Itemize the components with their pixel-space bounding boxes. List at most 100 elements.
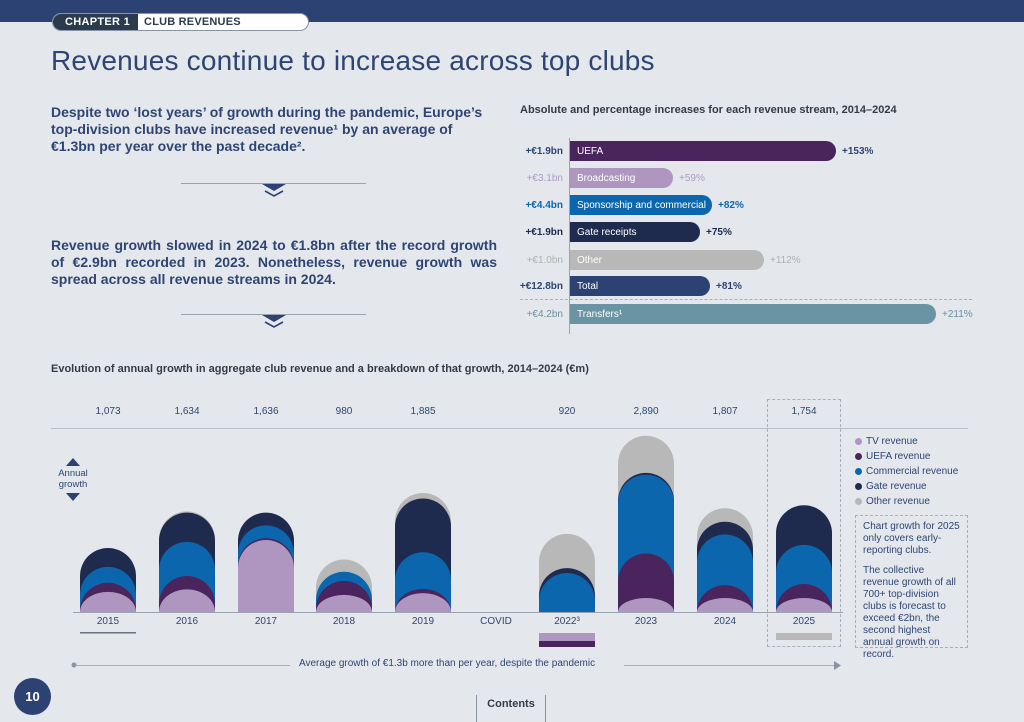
- legend-dot-icon: [855, 483, 862, 490]
- lead-paragraph-2: Revenue growth slowed in 2024 to €1.8bn …: [51, 237, 497, 287]
- year-label: 2023: [634, 616, 658, 627]
- contents-link[interactable]: Contents: [476, 695, 546, 722]
- lead-paragraph-1: Despite two ‘lost years’ of growth durin…: [51, 104, 483, 154]
- hbar-row: +€1.0bn Other +112%: [505, 249, 801, 271]
- hbar-pct-label: +211%: [942, 308, 973, 320]
- note-text-2: The collective revenue growth of all 700…: [863, 565, 956, 660]
- hbar-bar: Other: [570, 250, 764, 270]
- legend-label: TV revenue: [866, 436, 918, 447]
- hbar-absolute-label: +€1.9bn: [525, 226, 563, 238]
- hbar-bar: Total: [570, 276, 710, 296]
- legend-item: UEFA revenue: [855, 449, 958, 464]
- legend-label: Commercial revenue: [866, 466, 959, 477]
- hbar-row: +€12.8bn Total +81%: [505, 275, 742, 297]
- chart-baseline: [73, 612, 843, 613]
- year-label: 2016: [175, 616, 199, 627]
- bar-segment-tv: [80, 591, 136, 612]
- forecast-2025-box: [767, 399, 841, 647]
- negative-segment-tv: [539, 633, 595, 641]
- hbar-pct-label: +82%: [718, 199, 744, 211]
- hbar-row: +€3.1bn Broadcasting +59%: [505, 167, 705, 189]
- total-label: 1,073: [95, 406, 121, 417]
- dashed-separator: [520, 299, 972, 300]
- year-label: 2019: [411, 616, 435, 627]
- total-label: 1,807: [712, 406, 738, 417]
- line-start-dot-icon: [71, 662, 77, 668]
- hbar-absolute-label: +€12.8bn: [519, 280, 563, 292]
- chevron-down-icon: [262, 315, 286, 328]
- note-text-1: Chart growth for 2025 only covers early-…: [863, 521, 960, 556]
- chevron-down-icon: [262, 184, 286, 197]
- year-label: 2018: [332, 616, 356, 627]
- legend-dot-icon: [855, 438, 862, 445]
- hbar-bar: Sponsorship and commercial: [570, 195, 712, 215]
- hbar-row: +€4.2bn Transfers¹ +211%: [505, 303, 973, 325]
- chapter-tab[interactable]: CHAPTER 1 CLUB REVENUES: [52, 13, 309, 31]
- legend-item: Other revenue: [855, 494, 958, 509]
- hbar-pct-label: +153%: [842, 145, 874, 157]
- arrow-down-icon: [66, 493, 80, 501]
- hbar-pct-label: +81%: [716, 280, 742, 292]
- total-label: 1,885: [410, 406, 436, 417]
- hbar-bar: UEFA: [570, 141, 836, 161]
- chapter-number: CHAPTER 1: [53, 14, 139, 30]
- total-label: 1,754: [791, 406, 817, 417]
- hbar-absolute-label: +€4.2bn: [526, 308, 563, 320]
- year-label: 2022³: [554, 616, 580, 627]
- hbar-bar: Broadcasting: [570, 168, 673, 188]
- total-label: 1,634: [174, 406, 200, 417]
- hbar-chart-title: Absolute and percentage increases for ea…: [520, 104, 897, 116]
- hbar-axis: [569, 138, 570, 334]
- chart-top-rule: [51, 428, 968, 429]
- bar-segment-tv: [776, 598, 832, 612]
- hbar-row: +€4.4bn Sponsorship and commercial +82%: [505, 194, 744, 216]
- bar-segment-tv: [159, 589, 215, 612]
- legend-dot-icon: [855, 498, 862, 505]
- bar-segment-tv: [697, 598, 753, 612]
- hbar-absolute-label: +€4.4bn: [525, 199, 563, 211]
- bar-segment-commercial: [539, 572, 595, 612]
- arrow-up-icon: [66, 458, 80, 466]
- legend-label: Gate revenue: [866, 481, 927, 492]
- hbar-bar: Gate receipts: [570, 222, 700, 242]
- growth-chart-title: Evolution of annual growth in aggregate …: [51, 363, 589, 375]
- annual-growth-axis-label: Annual growth: [53, 458, 93, 501]
- total-label: 980: [335, 406, 353, 417]
- hbar-pct-label: +59%: [679, 172, 705, 184]
- negative-segment-other: [776, 633, 832, 640]
- page-number: 10: [14, 678, 51, 715]
- bar-segment-tv: [395, 593, 451, 612]
- total-label: 1,636: [253, 406, 279, 417]
- year-label: 2025: [792, 616, 816, 627]
- underline-2015: [80, 632, 136, 634]
- year-label: 2024: [713, 616, 737, 627]
- average-line-right: [624, 665, 837, 666]
- year-label: 2015: [96, 616, 120, 627]
- legend-item: Commercial revenue: [855, 464, 958, 479]
- total-label: 2,890: [633, 406, 659, 417]
- legend-dot-icon: [855, 468, 862, 475]
- bar-segment-uefa: [618, 553, 675, 612]
- legend-dot-icon: [855, 453, 862, 460]
- divider: [181, 183, 366, 184]
- hbar-pct-label: +112%: [770, 254, 801, 266]
- bar-segment-tv: [618, 598, 674, 612]
- hbar-pct-label: +75%: [706, 226, 732, 238]
- arrow-right-icon: [834, 661, 841, 670]
- year-label: 2017: [254, 616, 278, 627]
- average-line-left: [75, 665, 290, 666]
- legend-item: TV revenue: [855, 434, 958, 449]
- negative-segment-uefa: [539, 641, 595, 647]
- hbar-row: +€1.9bn Gate receipts +75%: [505, 221, 732, 243]
- hbar-row: +€1.9bn UEFA +153%: [505, 140, 873, 162]
- average-growth-annotation: Average growth of €1.3b more than per ye…: [299, 658, 596, 669]
- legend-label: UEFA revenue: [866, 451, 931, 462]
- year-label: COVID: [480, 616, 512, 627]
- chart-legend: TV revenue UEFA revenue Commercial revenue…: [855, 434, 958, 509]
- legend-label: Other revenue: [866, 496, 930, 507]
- page-title: Revenues continue to increase across top…: [51, 45, 655, 76]
- total-label: 920: [558, 406, 576, 417]
- axis-label-text: Annual growth: [58, 468, 88, 490]
- divider: [181, 314, 366, 315]
